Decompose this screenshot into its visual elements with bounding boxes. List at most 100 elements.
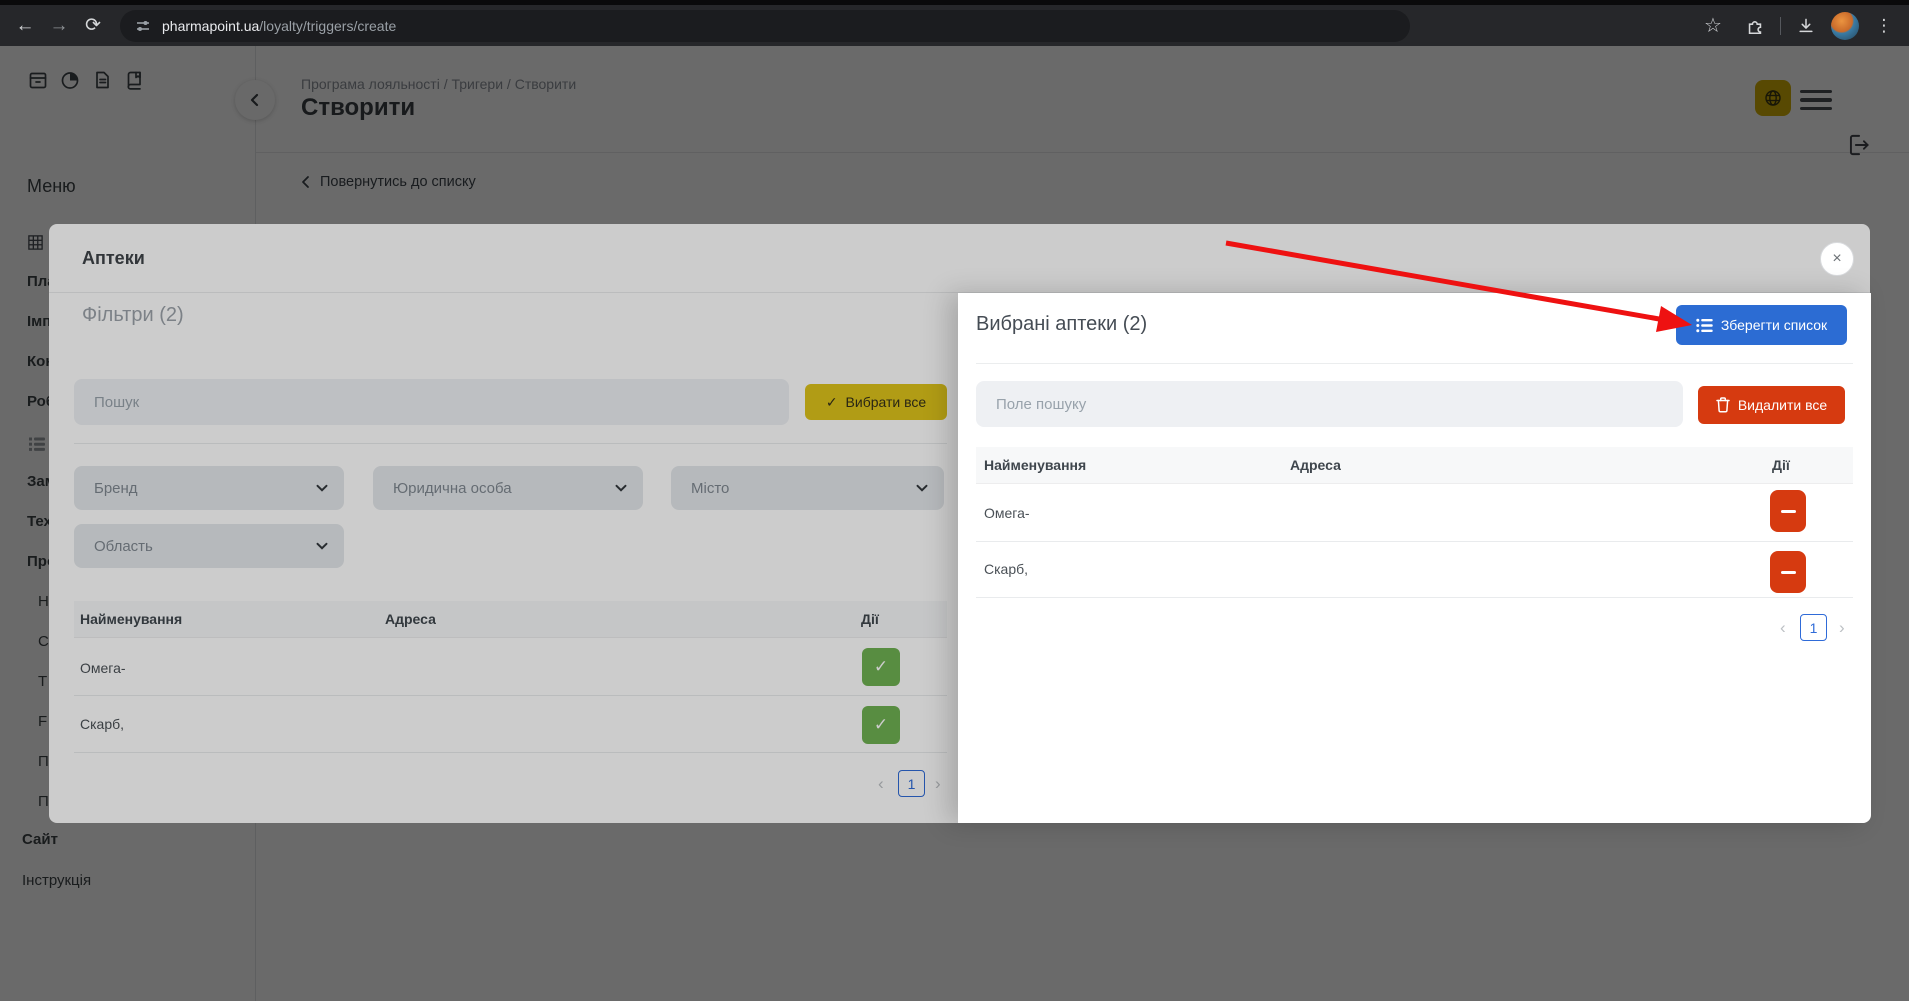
table-header xyxy=(74,601,947,638)
filters-divider xyxy=(74,443,947,444)
sidebar-item[interactable]: Кон xyxy=(27,353,55,370)
select-all-button[interactable]: ✓ Вибрати все xyxy=(805,384,947,420)
minus-icon xyxy=(1780,570,1796,574)
sidebar-subitem[interactable]: П xyxy=(38,753,49,770)
menu-kebab-icon[interactable]: ⋮ xyxy=(1875,15,1893,35)
logout-icon[interactable] xyxy=(1843,130,1873,160)
browser-actions: ☆ ⋮ xyxy=(1696,9,1909,43)
sidebar-subitem[interactable]: Т xyxy=(38,673,48,690)
document-icon[interactable] xyxy=(91,69,113,91)
minus-icon xyxy=(1780,509,1796,513)
chevron-down-icon xyxy=(316,484,328,492)
profile-avatar[interactable] xyxy=(1831,11,1859,40)
remove-button[interactable] xyxy=(1770,490,1806,532)
url-path: /loyalty/triggers/create xyxy=(259,17,397,34)
reload-icon[interactable]: ⟳ xyxy=(85,15,101,36)
archive-icon[interactable] xyxy=(27,69,49,91)
hamburger-menu-icon[interactable] xyxy=(1800,90,1832,110)
pagination-prev-icon[interactable]: ‹ xyxy=(878,774,884,793)
column-name: Найменування xyxy=(984,457,1087,473)
chevron-down-icon xyxy=(615,484,627,492)
region-dropdown[interactable]: Область xyxy=(74,524,344,568)
legal-entity-dropdown[interactable]: Юридична особа xyxy=(373,466,643,510)
modal-header: Аптеки xyxy=(49,224,1870,293)
pagination-next-icon[interactable]: › xyxy=(935,774,941,793)
chevron-down-icon xyxy=(916,484,928,492)
breadcrumb[interactable]: Програма лояльності / Тригери / Створити xyxy=(301,76,577,92)
selected-check-button[interactable]: ✓ xyxy=(862,706,900,744)
pagination-page[interactable]: 1 xyxy=(898,770,925,797)
globe-icon xyxy=(1765,90,1781,106)
row-divider xyxy=(74,752,947,753)
sidebar-item[interactable]: Імп xyxy=(27,313,52,330)
page-title: Створити xyxy=(301,94,416,121)
column-address: Адреса xyxy=(1290,457,1341,473)
save-list-label: Зберегти список xyxy=(1720,317,1828,333)
sidebar-item[interactable]: Про xyxy=(27,553,57,570)
save-list-button[interactable]: Зберегти список xyxy=(1676,305,1847,345)
column-name: Найменування xyxy=(80,611,183,627)
selected-check-button[interactable]: ✓ xyxy=(862,648,900,686)
trash-icon xyxy=(1716,397,1730,413)
filters-title: Фільтри (2) xyxy=(82,304,184,326)
chevron-down-icon xyxy=(316,542,328,550)
dropdown-label: Юридична особа xyxy=(393,479,512,497)
forward-icon[interactable]: → xyxy=(49,14,69,36)
column-actions: Дії xyxy=(861,611,879,627)
pagination-next-icon[interactable]: › xyxy=(1839,618,1845,637)
sidebar-item-instruction[interactable]: Інструкція xyxy=(22,872,92,889)
table-row-name: Омега- xyxy=(984,505,1030,521)
back-link-label: Повернутись до списку xyxy=(320,174,476,190)
delete-all-button[interactable]: Видалити все xyxy=(1698,386,1845,424)
sidebar-subitem[interactable]: С xyxy=(38,633,49,650)
sidebar-item[interactable]: Роб xyxy=(27,393,56,410)
city-dropdown[interactable]: Місто xyxy=(671,466,944,510)
delete-all-label: Видалити все xyxy=(1737,397,1828,413)
check-icon: ✓ xyxy=(825,393,838,410)
language-button[interactable] xyxy=(1755,80,1791,116)
chevron-left-icon xyxy=(302,176,309,188)
book-icon[interactable] xyxy=(123,69,145,91)
sidebar-item[interactable]: Тех xyxy=(27,513,52,530)
row-divider xyxy=(976,597,1853,598)
bookmark-star-icon[interactable]: ☆ xyxy=(1704,15,1722,37)
back-to-list-link[interactable]: Повернутись до списку xyxy=(300,174,476,190)
selected-search-input[interactable] xyxy=(976,381,1683,427)
search-input[interactable] xyxy=(74,379,789,425)
column-actions: Дії xyxy=(1772,457,1790,473)
row-divider xyxy=(976,541,1853,542)
header-divider xyxy=(256,152,1909,153)
brand-dropdown[interactable]: Бренд xyxy=(74,466,344,510)
close-icon[interactable]: × xyxy=(1820,242,1854,276)
row-divider xyxy=(74,695,947,696)
panel-divider xyxy=(976,363,1853,364)
table-row-name: Скарб, xyxy=(984,561,1029,577)
pie-chart-icon[interactable] xyxy=(59,69,81,91)
panel-title: Вибрані аптеки (2) xyxy=(976,313,1148,335)
download-icon[interactable] xyxy=(1789,9,1823,43)
address-bar[interactable]: pharmapoint.ua/loyalty/triggers/create xyxy=(120,9,1410,42)
table-row-name: Скарб, xyxy=(80,716,125,732)
sidebar-subitem[interactable]: Н xyxy=(38,593,49,610)
back-icon[interactable]: ← xyxy=(15,14,35,36)
sidebar-item-site[interactable]: Сайт xyxy=(22,831,58,848)
sidebar-subitem[interactable]: F xyxy=(38,713,48,730)
remove-button[interactable] xyxy=(1770,551,1806,593)
url-domain: pharmapoint.ua xyxy=(162,17,260,34)
site-settings-icon[interactable] xyxy=(134,17,152,35)
sidebar-item[interactable]: Пла xyxy=(27,273,56,290)
toolbar-separator xyxy=(1780,16,1781,35)
sidebar-menu-label: Меню xyxy=(27,176,76,196)
pagination-page[interactable]: 1 xyxy=(1800,614,1827,641)
url-text: pharmapoint.ua/loyalty/triggers/create xyxy=(162,18,396,34)
back-button[interactable] xyxy=(235,80,275,120)
list-icon[interactable] xyxy=(27,434,47,454)
pagination-prev-icon[interactable]: ‹ xyxy=(1780,618,1786,637)
select-all-label: Вибрати все xyxy=(845,394,927,410)
sidebar-subitem[interactable]: П xyxy=(38,793,49,810)
table-row-name: Омега- xyxy=(80,660,126,676)
extensions-icon[interactable] xyxy=(1738,9,1772,43)
browser-toolbar: ← → ⟳ pharmapoint.ua/loyalty/triggers/cr… xyxy=(0,0,1909,46)
sidebar-item[interactable]: Зам xyxy=(27,473,56,490)
